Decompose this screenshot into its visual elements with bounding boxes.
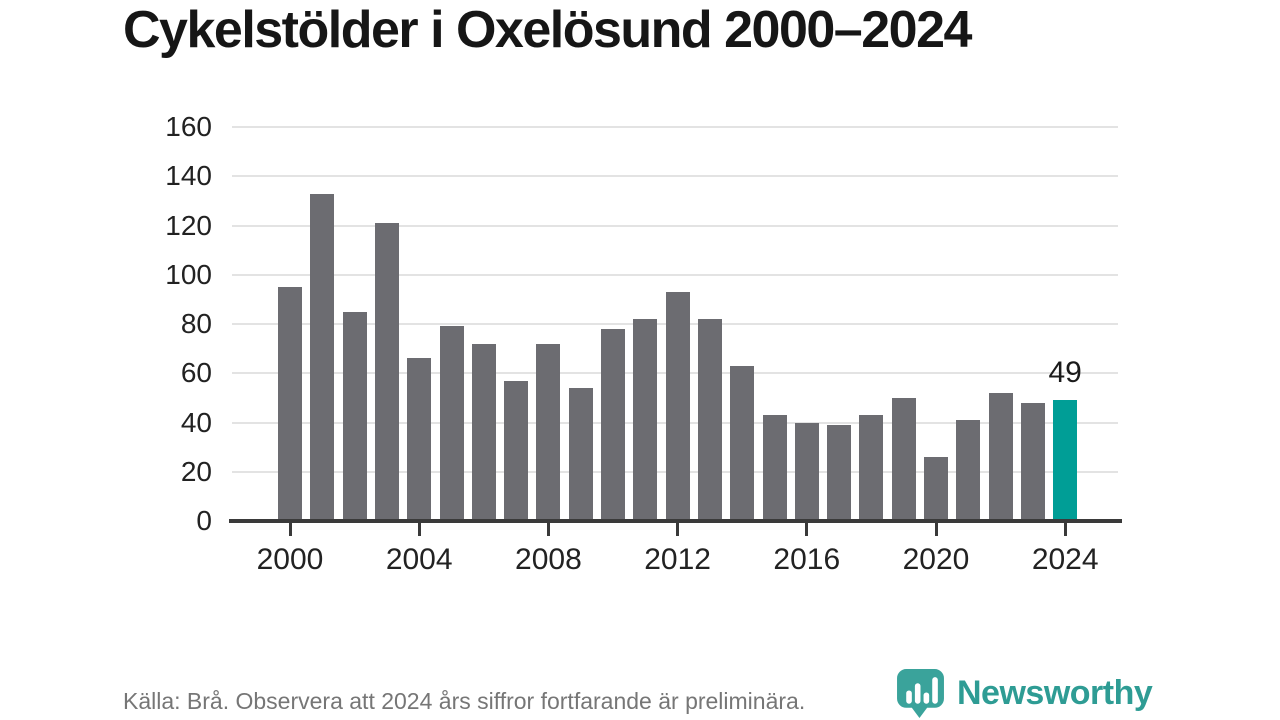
bar-2008 [536, 343, 561, 521]
gridline-140 [232, 175, 1118, 178]
y-tick-label-0: 0 [196, 505, 212, 536]
bar-2004 [407, 358, 432, 521]
bar-2009 [568, 388, 593, 521]
x-tick-label-2008: 2008 [515, 543, 582, 576]
gridline-100 [232, 273, 1118, 276]
bar-value-label: 49 [1048, 356, 1082, 390]
x-tick-2008 [546, 523, 550, 536]
bar-2021 [956, 420, 981, 521]
x-tick-2020 [934, 523, 938, 536]
branding: Newsworthy [895, 667, 1153, 720]
y-tick-label-40: 40 [180, 406, 212, 438]
gridline-120 [232, 224, 1118, 227]
bar-2013 [697, 319, 722, 521]
bar-2020 [924, 456, 948, 521]
newsworthy-logo-icon [897, 669, 944, 718]
bar-2007 [504, 380, 529, 521]
x-tick-label-2024: 2024 [1031, 543, 1099, 576]
y-tick-label-140: 140 [165, 160, 212, 192]
bar-2017 [827, 424, 852, 521]
bar-2006 [471, 343, 496, 521]
bar-2001 [310, 193, 335, 521]
y-tick-label-80: 80 [180, 308, 212, 339]
y-tick-label-160: 160 [165, 111, 212, 142]
bar-2000 [278, 287, 302, 521]
x-axis-line [229, 519, 1122, 523]
bar-2010 [601, 328, 625, 521]
page-title: Cykelstölder i Oxelösund 2000–2024 [123, 1, 972, 59]
x-tick-label-2004: 2004 [385, 543, 453, 576]
bar-2015 [762, 415, 787, 521]
x-tick-2024 [1063, 523, 1067, 536]
x-axis: 2000 2004 2008 2012 2016 2020 2024 [232, 523, 1118, 593]
bar-2019 [891, 397, 916, 521]
x-tick-label-2020: 2020 [902, 543, 970, 576]
gridline-160 [232, 126, 1118, 128]
y-tick-label-100: 100 [165, 258, 212, 290]
y-tick-label-120: 120 [165, 209, 212, 241]
y-axis: 0 20 40 60 80 100 120 140 160 [120, 111, 212, 536]
bar-2011 [633, 319, 658, 521]
bar-2002 [342, 311, 367, 521]
bar-2014 [730, 365, 755, 521]
x-tick-label-2016: 2016 [773, 543, 841, 576]
bar-2005 [439, 326, 464, 521]
plot-area: 49 [232, 126, 1118, 521]
bar-2012 [665, 292, 690, 521]
x-tick-label-2000: 2000 [256, 543, 324, 576]
x-tick-label-2012: 2012 [644, 543, 711, 576]
bar-2016 [794, 422, 819, 521]
bar-2024 [1053, 400, 1078, 521]
x-tick-2012 [676, 523, 680, 536]
y-tick-label-60: 60 [180, 357, 212, 389]
newsworthy-wordmark: Newsworthy [957, 674, 1153, 712]
x-tick-2000 [288, 523, 292, 536]
bar-2003 [374, 223, 399, 521]
bar-2023 [1020, 402, 1045, 521]
bar-2022 [988, 392, 1013, 521]
x-tick-2016 [805, 523, 809, 536]
x-tick-2004 [417, 523, 421, 536]
bar-2018 [859, 415, 884, 521]
source-note: Källa: Brå. Observera att 2024 års siffr… [123, 688, 806, 714]
y-tick-label-20: 20 [180, 455, 212, 487]
